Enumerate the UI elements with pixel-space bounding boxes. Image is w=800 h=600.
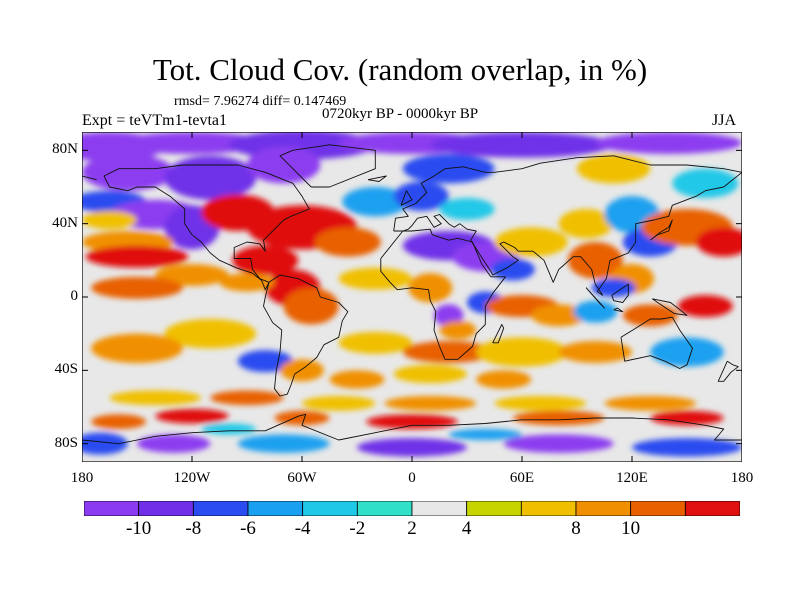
lon-tick-label: 120W xyxy=(162,470,222,487)
cloud-anomaly-patch xyxy=(302,396,375,411)
colorbar-swatch xyxy=(193,501,248,516)
cloud-anomaly-patch xyxy=(559,341,632,363)
lat-tick-label: 40S xyxy=(38,361,78,378)
cloud-anomaly-patch xyxy=(623,304,678,326)
cloud-anomaly-patch xyxy=(201,424,256,435)
colorbar-swatch xyxy=(303,501,358,516)
colorbar-label: 10 xyxy=(611,518,651,540)
colorbar-swatch xyxy=(412,501,467,516)
cloud-anomaly-patch xyxy=(595,132,742,154)
colorbar-label: -10 xyxy=(119,518,159,540)
cloud-anomaly-patch xyxy=(86,246,189,268)
cloud-anomaly-patch xyxy=(476,337,568,366)
colorbar-swatch xyxy=(84,501,139,516)
colorbar-label: 4 xyxy=(447,518,487,540)
cloud-anomaly-patch xyxy=(504,435,614,453)
cloud-anomaly-patch xyxy=(605,396,697,411)
cloud-anomaly-patch xyxy=(357,438,467,456)
cloud-anomaly-patch xyxy=(495,396,587,411)
cloud-anomaly-patch xyxy=(165,156,257,200)
cloud-anomaly-patch xyxy=(476,370,531,388)
cloud-anomaly-patch xyxy=(449,429,522,440)
cloud-anomaly-patch xyxy=(238,435,330,453)
cloud-anomaly-patch xyxy=(82,211,137,229)
colorbar-label: -4 xyxy=(283,518,323,540)
colorbar-swatch xyxy=(521,501,576,516)
colorbar-label: 8 xyxy=(556,518,596,540)
cloud-anomaly-patch xyxy=(632,438,742,456)
colorbar-label: 2 xyxy=(392,518,432,540)
cloud-anomaly-patch xyxy=(495,227,568,256)
cloud-anomaly-patch xyxy=(110,391,202,406)
experiment-label: Expt = teVTm1-tevta1 xyxy=(82,112,227,130)
cloud-anomaly-patch xyxy=(137,435,210,453)
cloud-anomaly-patch xyxy=(339,268,412,290)
cloud-anomaly-patch xyxy=(284,288,339,325)
colorbar-swatch xyxy=(576,501,631,516)
cloud-anomaly-patch xyxy=(650,411,723,426)
cloud-cover-map xyxy=(82,132,742,462)
colorbar-swatch xyxy=(685,501,740,516)
cloud-anomaly-patch xyxy=(650,337,723,366)
cloud-anomaly-patch xyxy=(330,370,385,388)
stats-text: rmsd= 7.96274 diff= 0.147469 xyxy=(174,94,346,110)
cloud-anomaly-patch xyxy=(82,154,174,191)
lon-tick-label: 180 xyxy=(52,470,112,487)
cloud-anomaly-patch xyxy=(91,277,183,299)
cloud-anomaly-patch xyxy=(155,409,228,424)
cloud-anomaly-patch xyxy=(678,295,733,317)
lat-tick-label: 40N xyxy=(38,215,78,232)
plot-title: Tot. Cloud Cov. (random overlap, in %) xyxy=(0,52,800,88)
lon-tick-label: 60E xyxy=(492,470,552,487)
lon-tick-label: 0 xyxy=(382,470,442,487)
cloud-anomaly-patch xyxy=(247,147,320,184)
colorbar-swatch xyxy=(139,501,194,516)
colorbar-bar xyxy=(84,501,740,516)
lon-tick-label: 60W xyxy=(272,470,332,487)
colorbar-swatch xyxy=(631,501,686,516)
cloud-anomaly-patch xyxy=(91,334,183,363)
cloud-anomaly-patch xyxy=(339,332,412,354)
cloud-anomaly-patch xyxy=(385,396,477,411)
lon-tick-label: 180 xyxy=(712,470,772,487)
colorbar-swatch xyxy=(357,501,412,516)
lat-tick-label: 80S xyxy=(38,435,78,452)
cloud-anomaly-patch xyxy=(573,301,617,323)
colorbar-label: -6 xyxy=(228,518,268,540)
colorbar-swatch xyxy=(248,501,303,516)
period-label: 0720kyr BP - 0000kyr BP xyxy=(322,106,478,123)
lat-tick-label: 80N xyxy=(38,141,78,158)
colorbar-swatch xyxy=(467,501,522,516)
colorbar xyxy=(84,501,740,516)
map-panel xyxy=(82,132,742,462)
cloud-anomaly-patch xyxy=(210,391,283,406)
lat-tick-label: 0 xyxy=(38,288,78,305)
colorbar-label: -2 xyxy=(337,518,377,540)
cloud-anomaly-patch xyxy=(91,414,146,429)
cloud-anomaly-patch xyxy=(394,365,467,383)
season-label: JJA xyxy=(712,112,736,130)
cloud-anomaly-patch xyxy=(440,198,495,220)
colorbar-label: -8 xyxy=(173,518,213,540)
cloud-anomaly-patch xyxy=(366,414,458,429)
lon-tick-label: 120E xyxy=(602,470,662,487)
cloud-anomaly-patch xyxy=(440,321,477,339)
cloud-anomaly-patch xyxy=(577,154,650,183)
cloud-anomaly-patch xyxy=(315,227,381,256)
cloud-anomaly-patch xyxy=(280,359,324,381)
